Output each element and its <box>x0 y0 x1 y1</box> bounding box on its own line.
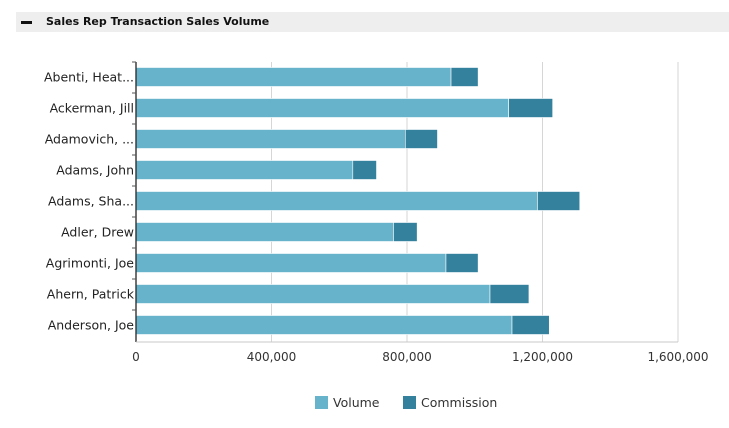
category-label: Adler, Drew <box>61 225 134 240</box>
legend-label-volume[interactable]: Volume <box>333 395 380 410</box>
bar-volume[interactable] <box>135 67 452 87</box>
category-label: Agrimonti, Joe <box>46 256 134 271</box>
bar-commission[interactable] <box>352 160 377 180</box>
panel-header: Sales Rep Transaction Sales Volume <box>16 12 729 32</box>
bar-volume[interactable] <box>135 315 513 335</box>
bar-commission[interactable] <box>393 222 418 242</box>
legend-label-commission[interactable]: Commission <box>421 395 497 410</box>
bar-commission[interactable] <box>508 98 553 118</box>
category-label: Ackerman, Jill <box>50 101 134 116</box>
category-label: Adams, Sha... <box>48 194 134 209</box>
legend-swatch-commission[interactable] <box>403 396 416 409</box>
x-tick-label: 400,000 <box>247 350 297 364</box>
bar-volume[interactable] <box>135 160 354 180</box>
bar-volume[interactable] <box>135 253 447 273</box>
x-tick-label: 0 <box>132 350 140 364</box>
collapse-icon[interactable] <box>21 21 32 24</box>
bar-commission[interactable] <box>489 284 530 304</box>
category-label: Anderson, Joe <box>48 318 135 333</box>
bar-volume[interactable] <box>135 129 406 149</box>
panel-title: Sales Rep Transaction Sales Volume <box>46 15 270 28</box>
category-label: Ahern, Patrick <box>47 287 135 302</box>
bar-commission[interactable] <box>405 129 438 149</box>
bar-volume[interactable] <box>135 284 491 304</box>
legend-swatch-volume[interactable] <box>315 396 328 409</box>
x-tick-label: 1,200,000 <box>512 350 573 364</box>
bar-commission[interactable] <box>537 191 581 211</box>
x-tick-label: 800,000 <box>382 350 432 364</box>
x-tick-label: 1,600,000 <box>647 350 708 364</box>
bar-commission[interactable] <box>511 315 550 335</box>
bar-commission[interactable] <box>445 253 479 273</box>
bar-volume[interactable] <box>135 191 538 211</box>
category-label: Abenti, Heat... <box>44 70 134 85</box>
category-label: Adams, John <box>56 163 134 178</box>
bar-commission[interactable] <box>450 67 479 87</box>
bar-volume[interactable] <box>135 98 509 118</box>
category-label: Adamovich, ... <box>45 132 134 147</box>
bar-volume[interactable] <box>135 222 394 242</box>
